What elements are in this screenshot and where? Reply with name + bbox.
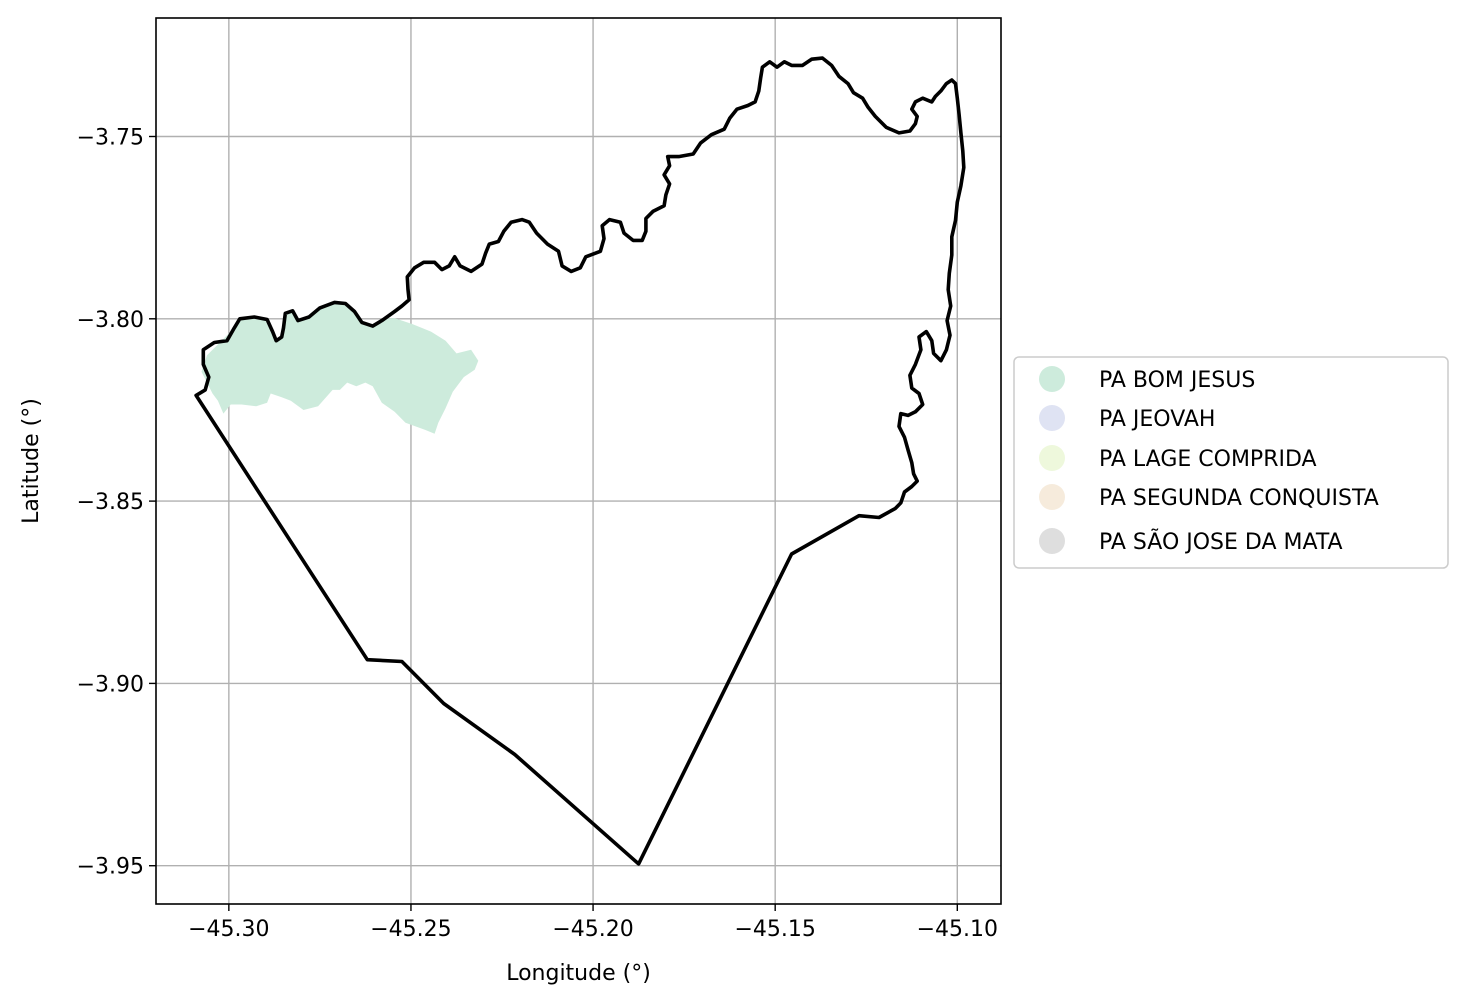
legend-label: PA BOM JESUS (1099, 368, 1255, 393)
axis-ticks: −45.30 −45.25 −45.20 −45.15 −45.10 −3.75 −3.80… (77, 125, 998, 942)
legend-label: PA LAGE COMPRIDA (1099, 447, 1317, 472)
y-tick-label: −3.95 (77, 855, 144, 880)
legend-box (1013, 356, 1449, 569)
legend: PA BOM JESUS PA JEOVAH PA LAGE COMPRIDA PA … (1013, 356, 1449, 569)
x-tick-label: −45.15 (734, 917, 815, 942)
municipality-boundary (194, 56, 966, 866)
legend-marker (1039, 528, 1065, 554)
plot-frame (155, 17, 1002, 905)
legend-marker (1039, 366, 1065, 392)
x-tick-label: −45.25 (370, 917, 451, 942)
y-tick-label: −3.90 (77, 672, 144, 697)
legend-label: PA SEGUNDA CONQUISTA (1099, 486, 1379, 511)
legend-marker (1039, 405, 1065, 431)
x-tick-label: −45.10 (917, 917, 998, 942)
legend-label: PA SÃO JOSE DA MATA (1099, 528, 1343, 555)
settlement-polygon-pa-bom-jesus (201, 302, 479, 434)
y-tick-label: −3.85 (77, 490, 144, 515)
x-tick-label: −45.30 (188, 917, 269, 942)
x-axis-label: Longitude (°) (506, 961, 651, 986)
legend-marker (1039, 445, 1065, 471)
boundary-outline (194, 56, 966, 866)
legend-marker (1039, 484, 1065, 510)
x-tick-label: −45.20 (552, 917, 633, 942)
legend-label: PA JEOVAH (1099, 407, 1215, 432)
y-tick-label: −3.75 (77, 125, 144, 150)
settlement-polygons (201, 302, 479, 434)
y-axis-label: Latitude (°) (19, 398, 44, 524)
grid-lines (156, 18, 1001, 904)
y-tick-label: −3.80 (77, 308, 144, 333)
